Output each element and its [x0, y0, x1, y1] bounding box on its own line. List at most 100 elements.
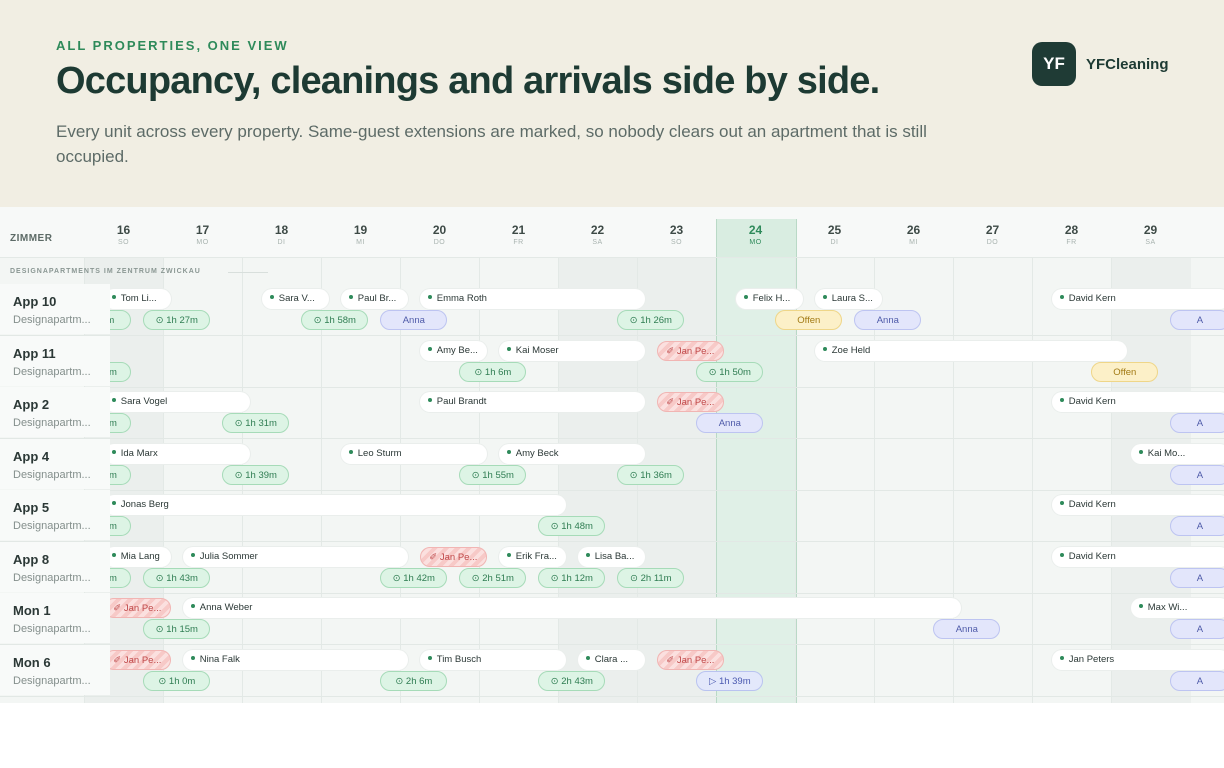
pill-label: ⊙ 1h 39m: [234, 469, 277, 481]
cleaning-duration-pill[interactable]: ⊙ 1h 58m: [301, 310, 369, 330]
booking-pill[interactable]: Paul Br...: [340, 289, 408, 309]
booking-pill[interactable]: David Kern: [1051, 495, 1224, 515]
cleaning-duration-pill[interactable]: ⊙ 1h 15m: [143, 619, 211, 639]
cleaner-pill[interactable]: A: [1170, 670, 1224, 691]
cleaner-pill[interactable]: Anna: [933, 619, 1001, 639]
day-header[interactable]: 25 DI: [795, 223, 874, 246]
booking-pill[interactable]: Kai Mo...: [1130, 443, 1224, 464]
extension-alert-pill[interactable]: ✐ Jan Pe...: [656, 340, 724, 361]
booking-pill[interactable]: David Kern: [1051, 546, 1224, 567]
extension-alert-pill[interactable]: ✐ Jan Pe...: [656, 392, 724, 412]
booking-pill[interactable]: Jonas Berg: [103, 495, 566, 515]
booking-pill[interactable]: Jan Peters: [1051, 649, 1224, 670]
day-header[interactable]: 23 SO: [637, 223, 716, 246]
booking-pill[interactable]: Leo Sturm: [340, 443, 487, 464]
extension-alert-pill[interactable]: ✐ Jan Pe...: [103, 598, 171, 618]
booking-pill[interactable]: Clara ...: [577, 649, 645, 670]
cleaner-pill[interactable]: A: [1170, 516, 1224, 536]
booking-pill[interactable]: Kai Moser: [498, 340, 645, 361]
cleaner-pill[interactable]: A: [1170, 567, 1224, 588]
room-label[interactable]: App 10 Designapartm...: [0, 284, 110, 334]
cleaning-duration-pill[interactable]: ▷ 1h 39m: [696, 670, 764, 691]
day-header[interactable]: 22 SA: [558, 223, 637, 246]
cleaning-duration-pill[interactable]: ⊙ 2h 43m: [538, 670, 606, 691]
extension-alert-pill[interactable]: ✐ Jan Pe...: [656, 649, 724, 670]
booking-pill[interactable]: Zoe Held: [814, 340, 1127, 361]
booking-pill[interactable]: Emma Roth: [419, 289, 645, 309]
day-header[interactable]: 28 FR: [1032, 223, 1111, 246]
cleaning-duration-pill[interactable]: ⊙ 1h 39m: [222, 464, 290, 485]
booking-pill[interactable]: Laura S...: [814, 289, 882, 309]
room-label[interactable]: App 11 Designapartm...: [0, 335, 110, 386]
guest-dot-icon: [111, 398, 116, 403]
cleaning-duration-pill[interactable]: ⊙ 1h 42m: [380, 567, 448, 588]
open-task-pill[interactable]: Offen: [775, 310, 843, 330]
cleaner-pill[interactable]: A: [1170, 464, 1224, 485]
day-header[interactable]: 24 MO: [716, 223, 795, 246]
cleaning-duration-pill[interactable]: ⊙ 1h 43m: [143, 567, 211, 588]
cleaning-duration-pill[interactable]: ⊙ 1h 50m: [696, 361, 764, 382]
cleaning-duration-pill[interactable]: ⊙ 1h 36m: [617, 464, 685, 485]
booking-pill[interactable]: Felix H...: [735, 289, 803, 309]
room-label[interactable]: App 8 Designapartm...: [0, 541, 110, 592]
cleaning-duration-pill[interactable]: ⊙ 1h 55m: [459, 464, 527, 485]
cleaning-duration-pill[interactable]: ⊙ 2h 6m: [380, 670, 448, 691]
booking-pill[interactable]: Amy Be...: [419, 340, 487, 361]
day-header[interactable]: 17 MO: [163, 223, 242, 246]
booking-pill[interactable]: Lisa Ba...: [577, 546, 645, 567]
pill-label: Zoe Held: [831, 344, 871, 356]
cleaning-duration-pill[interactable]: ⊙ 2h 51m: [459, 567, 527, 588]
day-header[interactable]: 16 SO: [84, 223, 163, 246]
booking-pill[interactable]: Sara Vogel: [103, 392, 250, 412]
room-label[interactable]: App 5 Designapartm...: [0, 490, 110, 540]
room-label[interactable]: Mon 6 Designapartm...: [0, 644, 110, 695]
cleaner-pill[interactable]: A: [1170, 619, 1224, 639]
day-header[interactable]: 19 MI: [321, 223, 400, 246]
day-header[interactable]: 29 SA: [1111, 223, 1190, 246]
booking-pill[interactable]: Amy Beck: [498, 443, 645, 464]
booking-pill[interactable]: Paul Brandt: [419, 392, 645, 412]
cleaner-pill[interactable]: Anna: [380, 310, 448, 330]
cleaning-duration-pill[interactable]: ⊙ 2h 11m: [617, 567, 685, 588]
cleaning-duration-pill[interactable]: ⊙ 1h 0m: [143, 670, 211, 691]
guest-dot-icon: [1059, 295, 1064, 300]
cleaner-pill[interactable]: A: [1170, 310, 1224, 330]
day-header[interactable]: 20 DO: [400, 223, 479, 246]
cleaning-duration-pill[interactable]: ⊙ 1h 48m: [538, 516, 606, 536]
cleaner-pill[interactable]: Anna: [854, 310, 922, 330]
day-header[interactable]: 26 MI: [874, 223, 953, 246]
booking-pill[interactable]: Julia Sommer: [182, 546, 408, 567]
brand[interactable]: YF YFCleaning: [1032, 42, 1169, 86]
room-label[interactable]: App 2 Designapartm...: [0, 387, 110, 437]
pill-label: ⊙ 1h 0m: [158, 675, 196, 687]
cleaner-pill[interactable]: Anna: [696, 413, 764, 433]
guest-dot-icon: [111, 552, 116, 557]
room-label[interactable]: App 4 Designapartm...: [0, 438, 110, 489]
room-label[interactable]: Mon 1 Designapartm...: [0, 593, 110, 643]
day-header[interactable]: 27 DO: [953, 223, 1032, 246]
open-task-pill[interactable]: Offen: [1091, 361, 1159, 382]
cleaning-duration-pill[interactable]: ⊙ 1h 6m: [459, 361, 527, 382]
booking-pill[interactable]: Tom Li...: [103, 289, 171, 309]
cleaner-pill[interactable]: A: [1170, 413, 1224, 433]
booking-pill[interactable]: Max Wi...: [1130, 598, 1224, 618]
day-column: [1032, 207, 1112, 703]
booking-pill[interactable]: Nina Falk: [182, 649, 408, 670]
cleaning-duration-pill[interactable]: ⊙ 1h 27m: [143, 310, 211, 330]
booking-pill[interactable]: Erik Fra...: [498, 546, 566, 567]
room-name: App 11: [13, 345, 56, 361]
booking-pill[interactable]: Sara V...: [261, 289, 329, 309]
cleaning-duration-pill[interactable]: ⊙ 1h 31m: [222, 413, 290, 433]
day-header[interactable]: 21 FR: [479, 223, 558, 246]
booking-pill[interactable]: Mia Lang: [103, 546, 171, 567]
extension-alert-pill[interactable]: ✐ Jan Pe...: [419, 546, 487, 567]
extension-alert-pill[interactable]: ✐ Jan Pe...: [103, 649, 171, 670]
day-header[interactable]: 18 DI: [242, 223, 321, 246]
cleaning-duration-pill[interactable]: ⊙ 1h 12m: [538, 567, 606, 588]
booking-pill[interactable]: Anna Weber: [182, 598, 961, 618]
booking-pill[interactable]: David Kern: [1051, 289, 1224, 309]
cleaning-duration-pill[interactable]: ⊙ 1h 26m: [617, 310, 685, 330]
booking-pill[interactable]: Ida Marx: [103, 443, 250, 464]
booking-pill[interactable]: David Kern: [1051, 392, 1224, 412]
booking-pill[interactable]: Tim Busch: [419, 649, 566, 670]
